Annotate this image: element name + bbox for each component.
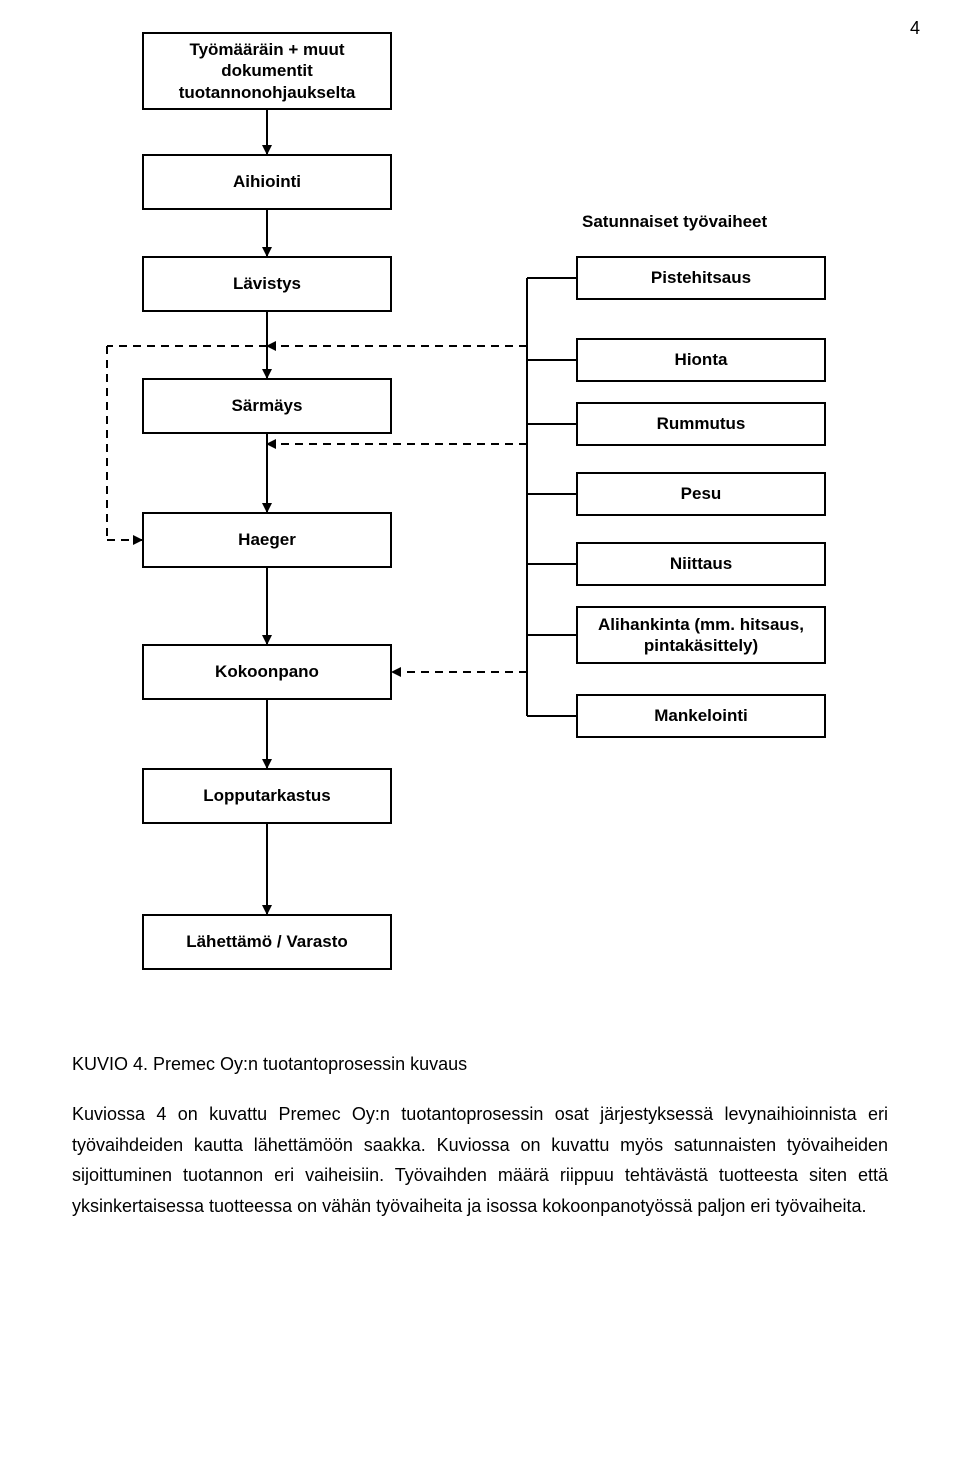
page: 4 Työmääräin + muutdokumentittuotannonoh…: [0, 0, 960, 1281]
flow-node-lavistys: Lävistys: [142, 256, 392, 312]
flow-node-tyomaarain: Työmääräin + muutdokumentittuotannonohja…: [142, 32, 392, 110]
flowchart-figure: Työmääräin + muutdokumentittuotannonohja…: [72, 24, 888, 1024]
flow-node-lopputark: Lopputarkastus: [142, 768, 392, 824]
flow-node-lahettamo: Lähettämö / Varasto: [142, 914, 392, 970]
flow-node-niittaus: Niittaus: [576, 542, 826, 586]
flow-node-mankelointi: Mankelointi: [576, 694, 826, 738]
flow-node-haeger: Haeger: [142, 512, 392, 568]
body-paragraph: Kuviossa 4 on kuvattu Premec Oy:n tuotan…: [72, 1099, 888, 1221]
flow-node-hionta: Hionta: [576, 338, 826, 382]
flow-node-aihiointi: Aihiointi: [142, 154, 392, 210]
figure-caption: KUVIO 4. Premec Oy:n tuotantoprosessin k…: [72, 1054, 888, 1075]
page-number: 4: [910, 18, 920, 39]
flow-node-alihankinta: Alihankinta (mm. hitsaus,pintakäsittely): [576, 606, 826, 664]
flow-node-sarmays: Särmäys: [142, 378, 392, 434]
flow-node-kokoonpano: Kokoonpano: [142, 644, 392, 700]
flow-node-pesu: Pesu: [576, 472, 826, 516]
flow-node-rummutus: Rummutus: [576, 402, 826, 446]
flow-node-pistehitsaus: Pistehitsaus: [576, 256, 826, 300]
flow-label-satunnaiset: Satunnaiset työvaiheet: [582, 212, 767, 232]
